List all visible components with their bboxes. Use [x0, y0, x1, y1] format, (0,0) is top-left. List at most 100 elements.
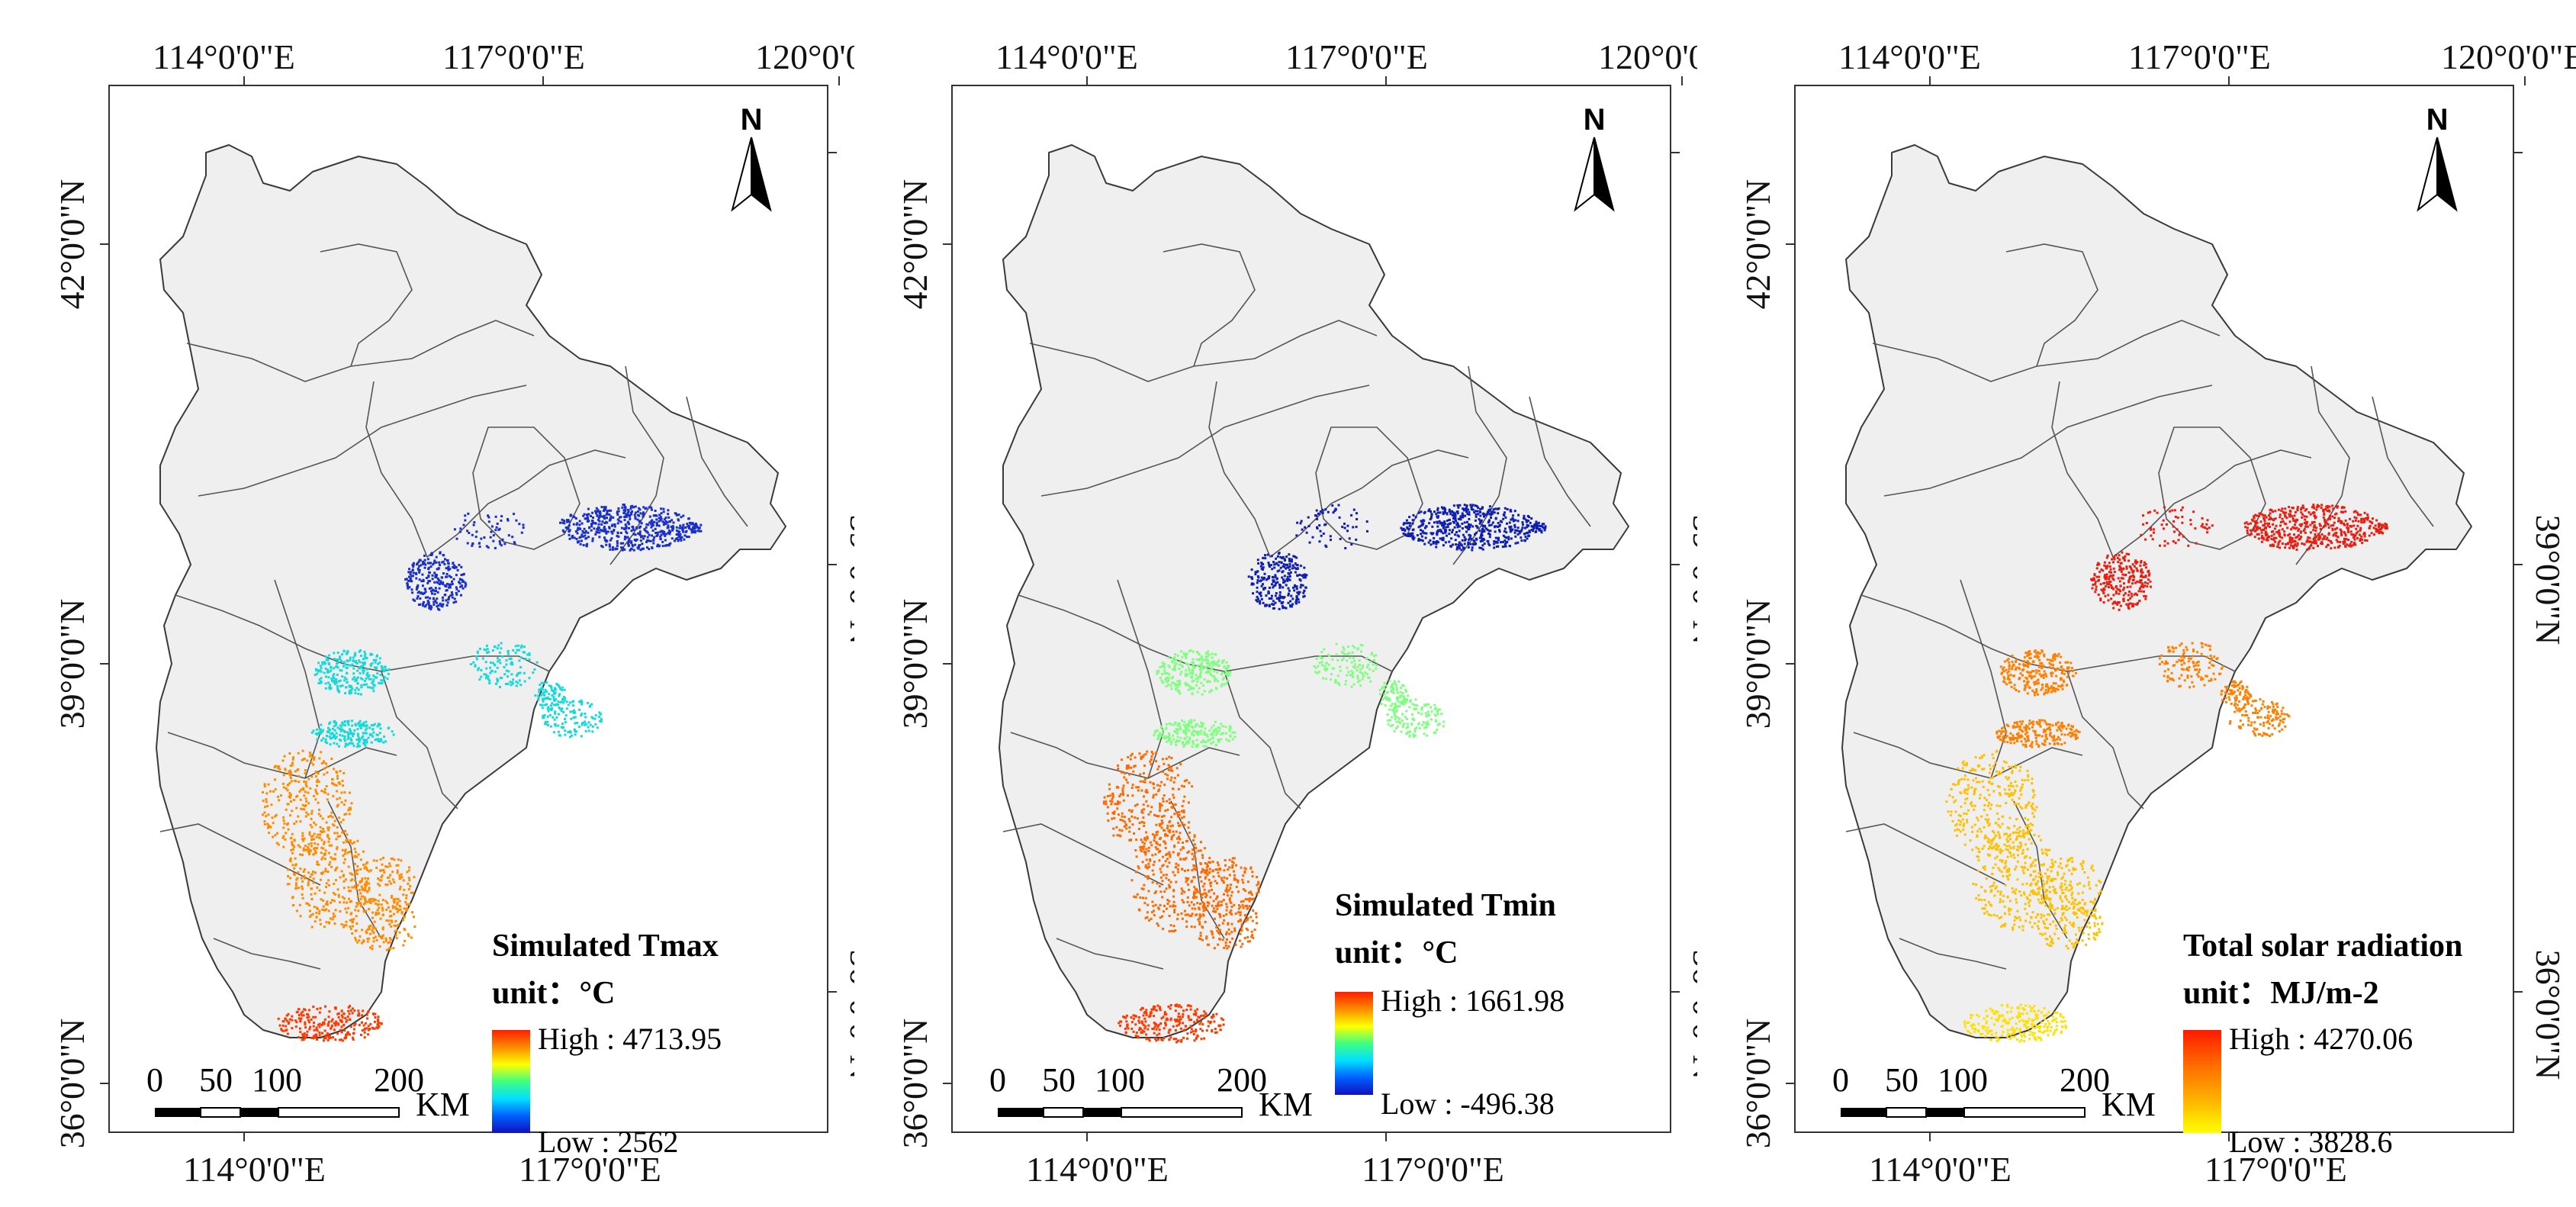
data-pixel [526, 653, 529, 656]
data-pixel [1428, 522, 1431, 525]
data-pixel [300, 1017, 303, 1020]
data-pixel [1327, 510, 1330, 513]
data-pixel [1170, 776, 1173, 779]
data-pixel [1481, 524, 1484, 527]
top-longitude-label: 117°0'0"E [1285, 37, 1428, 76]
data-pixel [1458, 547, 1461, 550]
admin-boundary [1315, 426, 1423, 550]
data-pixel [444, 558, 446, 561]
data-pixel [332, 916, 335, 918]
data-pixel [648, 548, 651, 551]
data-pixel [1432, 542, 1435, 545]
data-pixel [338, 797, 341, 800]
data-pixel [363, 742, 366, 745]
admin-boundary [1056, 938, 1164, 970]
data-pixel [1287, 566, 1290, 569]
data-pixel [1196, 745, 1199, 748]
data-pixel [282, 835, 285, 838]
data-pixel [1172, 833, 1175, 836]
data-pixel [513, 542, 516, 546]
data-pixel [1358, 679, 1361, 682]
data-pixel [1165, 684, 1168, 687]
data-pixel [1175, 739, 1179, 742]
data-pixel [1497, 522, 1500, 524]
data-pixel [1196, 677, 1199, 680]
data-pixel [1352, 656, 1355, 659]
data-pixel [317, 670, 320, 673]
data-pixel [320, 830, 323, 832]
data-pixel [618, 516, 621, 519]
data-pixel [1274, 584, 1277, 587]
data-pixel [514, 652, 517, 655]
data-pixel [1282, 563, 1285, 566]
data-pixel [576, 532, 579, 535]
data-pixel [413, 876, 416, 879]
data-pixel [1403, 695, 1405, 698]
data-pixel [1330, 673, 1333, 676]
data-pixel [1202, 667, 1205, 670]
data-pixel [307, 882, 310, 885]
data-pixel [314, 775, 317, 777]
data-pixel [287, 868, 290, 871]
data-pixel [1152, 873, 1155, 876]
data-pixel [356, 732, 359, 735]
data-pixel [1176, 680, 1179, 683]
data-pixel [1467, 541, 1470, 544]
data-pixel [1205, 658, 1208, 661]
data-pixel [422, 560, 425, 563]
data-pixel [1182, 652, 1185, 655]
data-pixel [1474, 519, 1477, 522]
data-pixel [1142, 754, 1145, 757]
data-pixel [1468, 510, 1471, 513]
data-pixel [412, 562, 415, 565]
data-pixel [1311, 536, 1314, 539]
data-pixel [393, 901, 396, 904]
data-pixel [343, 858, 346, 861]
data-pixel [497, 644, 500, 647]
data-pixel [494, 529, 497, 532]
data-pixel [600, 506, 603, 508]
data-pixel [1134, 871, 1137, 874]
data-pixel [1134, 849, 1137, 851]
data-pixel [439, 564, 441, 567]
data-pixel [1140, 789, 1143, 792]
data-pixel [1173, 777, 1176, 780]
data-pixel [691, 528, 694, 531]
data-pixel [639, 512, 642, 515]
data-pixel [349, 879, 352, 882]
data-pixel [1149, 781, 1152, 784]
data-pixel [510, 673, 513, 676]
data-pixel [332, 674, 335, 678]
data-pixel [339, 1038, 342, 1041]
data-pixel [1407, 730, 1410, 733]
data-pixel [1522, 523, 1524, 526]
data-pixel [1139, 848, 1142, 851]
data-pixel [1200, 721, 1203, 724]
data-pixel [310, 849, 312, 852]
data-pixel [1487, 520, 1491, 523]
data-pixel [1119, 793, 1122, 796]
data-pixel [1183, 823, 1186, 826]
data-pixel [399, 905, 402, 908]
data-pixel [1446, 526, 1449, 528]
data-pixel [1273, 563, 1276, 566]
data-pixel [431, 574, 434, 577]
data-pixel [427, 575, 430, 578]
data-pixel [449, 594, 452, 597]
data-pixel [1286, 575, 1289, 578]
data-pixel [410, 580, 413, 583]
data-pixel [323, 671, 326, 674]
data-pixel [340, 801, 343, 804]
data-pixel [1513, 510, 1516, 513]
data-pixel [429, 587, 433, 590]
data-pixel [558, 693, 561, 696]
data-pixel [1267, 562, 1270, 565]
data-pixel [1367, 663, 1370, 666]
data-pixel [1188, 720, 1191, 723]
data-pixel [542, 692, 545, 694]
data-pixel [1448, 518, 1451, 521]
data-pixel [1486, 513, 1489, 516]
data-pixel [559, 521, 561, 524]
data-pixel [1179, 838, 1182, 841]
data-pixel [1353, 646, 1356, 649]
